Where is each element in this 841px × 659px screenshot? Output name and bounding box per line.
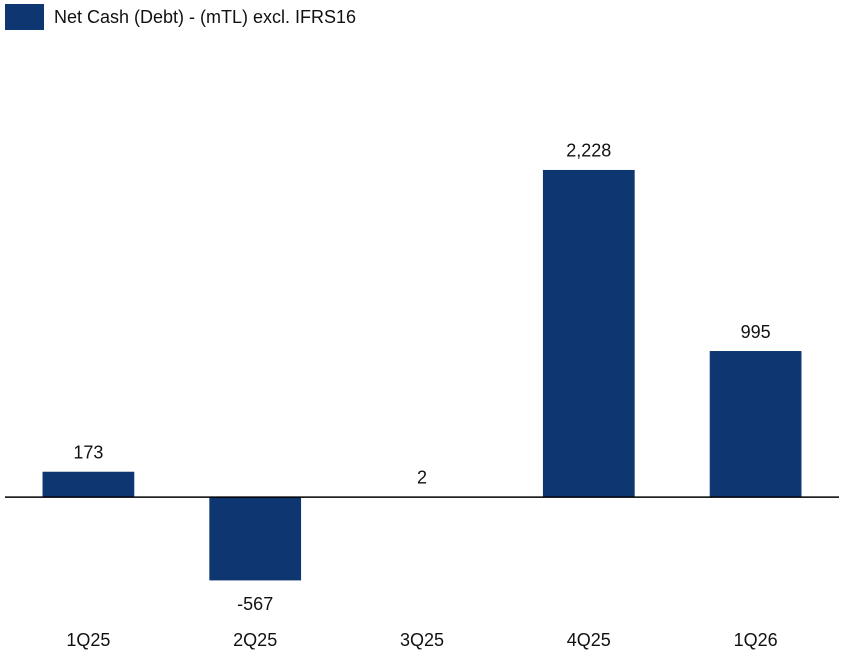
x-tick-label: 1Q26 bbox=[734, 630, 778, 650]
bar bbox=[709, 351, 802, 498]
data-label: 2 bbox=[417, 468, 427, 488]
x-tick-label: 2Q25 bbox=[233, 630, 277, 650]
bar bbox=[42, 471, 135, 498]
bar bbox=[209, 497, 302, 581]
legend-label: Net Cash (Debt) - (mTL) excl. IFRS16 bbox=[54, 7, 356, 27]
data-label: 2,228 bbox=[566, 141, 611, 161]
data-label: 995 bbox=[741, 322, 771, 342]
legend-swatch bbox=[5, 4, 44, 30]
x-tick-label: 3Q25 bbox=[400, 630, 444, 650]
data-label: -567 bbox=[237, 594, 273, 614]
x-tick-label: 1Q25 bbox=[66, 630, 110, 650]
data-label: 173 bbox=[73, 442, 103, 462]
bar bbox=[542, 169, 635, 498]
x-tick-label: 4Q25 bbox=[567, 630, 611, 650]
